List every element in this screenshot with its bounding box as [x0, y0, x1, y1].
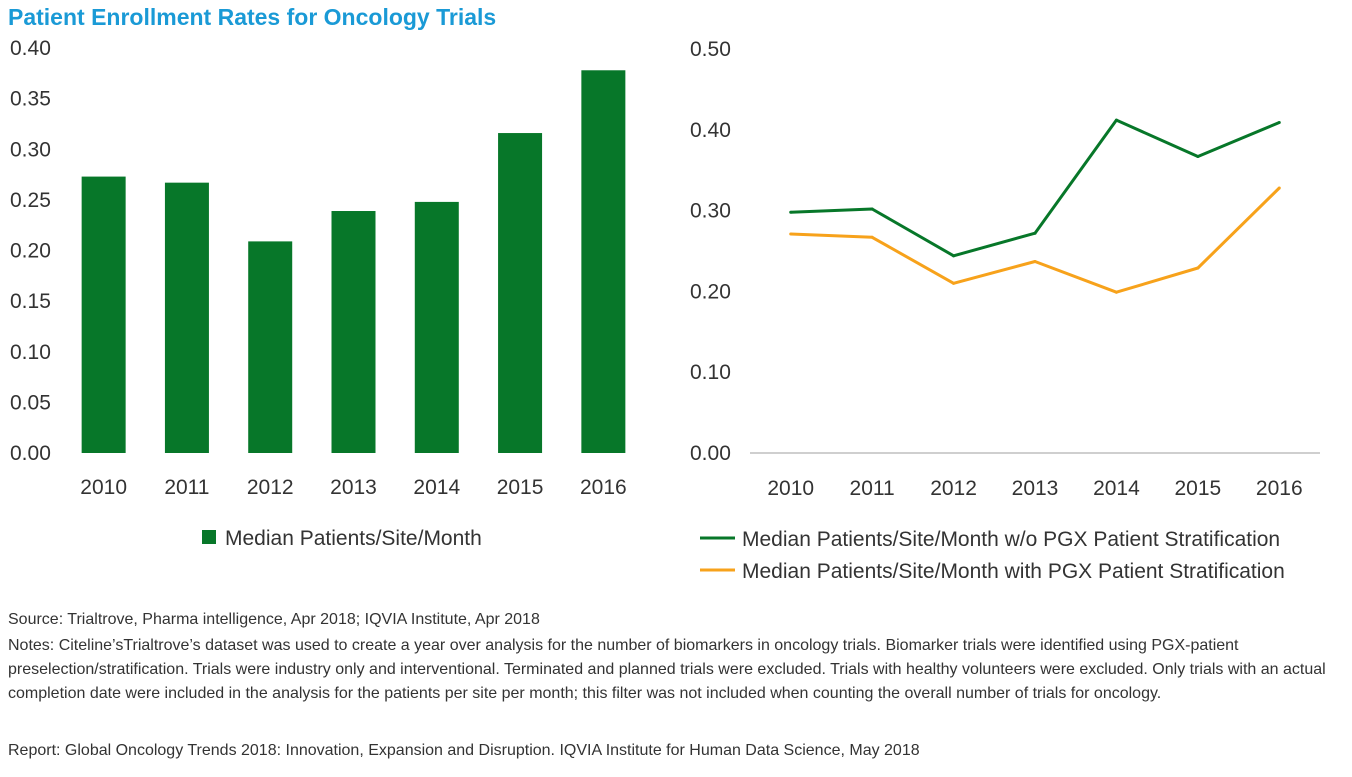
x-tick-label: 2016: [1256, 477, 1303, 500]
data-point: [1277, 121, 1281, 125]
x-tick-label: 2013: [330, 476, 377, 499]
x-tick-label: 2015: [497, 476, 544, 499]
bar: [414, 201, 459, 453]
data-point: [1033, 231, 1037, 235]
bar: [164, 182, 209, 453]
notes-text: Notes: Citeline’sTrialtrove’s dataset wa…: [8, 637, 1326, 702]
report-note: Report: Global Oncology Trends 2018: Inn…: [8, 742, 920, 759]
legend-label: Median Patients/Site/Month: [225, 527, 482, 550]
bar-chart: 0.00 0.05 0.10 0.15 0.20 0.25 0.30 0.35 0.40 2010…: [10, 37, 627, 550]
x-tick-label: 2016: [580, 476, 627, 499]
series-line: [790, 186, 1281, 294]
y-tick-label: 0.20: [10, 240, 51, 263]
x-tick-label: 2010: [80, 476, 127, 499]
bar: [331, 211, 376, 453]
x-tick-label: 2012: [930, 477, 977, 500]
bar: [581, 70, 626, 454]
x-tick-label: 2014: [1093, 477, 1140, 500]
y-tick-label: 0.15: [10, 290, 51, 313]
data-point: [1196, 154, 1200, 158]
bar: [248, 241, 293, 453]
y-tick-label: 0.10: [690, 361, 731, 384]
x-tick-label: 2013: [1012, 477, 1059, 500]
data-point: [870, 207, 874, 211]
legend-swatch: [202, 530, 216, 544]
data-point: [1196, 266, 1200, 270]
y-tick-label: 0.00: [10, 442, 51, 465]
x-tick-label: 2011: [164, 476, 209, 499]
y-tick-label: 0.40: [10, 37, 51, 60]
y-tick-label: 0.35: [10, 88, 51, 111]
data-point: [870, 235, 874, 239]
source-note: Source: Trialtrove, Pharma intelligence,…: [8, 611, 540, 628]
bar: [81, 176, 126, 453]
data-point: [789, 232, 793, 236]
y-tick-label: 0.10: [10, 341, 51, 364]
x-tick-label: 2011: [850, 477, 895, 500]
data-point: [1114, 290, 1118, 294]
data-point: [1277, 186, 1281, 190]
data-point: [1114, 118, 1118, 122]
charts-canvas: 0.00 0.05 0.10 0.15 0.20 0.25 0.30 0.35 0.40 2010…: [10, 37, 1320, 583]
y-tick-label: 0.50: [690, 38, 731, 61]
y-tick-label: 0.25: [10, 189, 51, 212]
x-tick-label: 2012: [247, 476, 294, 499]
line-chart: 0.00 0.10 0.20 0.30 0.40 0.50 2010 2011 2012 2013…: [690, 38, 1320, 583]
x-tick-label: 2015: [1174, 477, 1221, 500]
bar: [498, 133, 543, 454]
series-line: [790, 118, 1280, 258]
data-point: [1033, 260, 1037, 264]
x-tick-label: 2010: [767, 477, 814, 500]
data-point: [952, 254, 956, 258]
legend-label: Median Patients/Site/Month w/o PGX Patie…: [742, 528, 1280, 551]
y-tick-label: 0.30: [690, 200, 731, 223]
chart-title: Patient Enrollment Rates for Oncology Tr…: [8, 4, 497, 30]
y-tick-label: 0.40: [690, 119, 731, 142]
y-tick-label: 0.20: [690, 280, 731, 303]
data-point: [789, 210, 793, 214]
y-tick-label: 0.05: [10, 391, 51, 414]
data-point: [952, 281, 956, 285]
y-tick-label: 0.00: [690, 442, 731, 465]
x-tick-label: 2014: [413, 476, 460, 499]
legend-label: Median Patients/Site/Month with PGX Pati…: [742, 560, 1285, 583]
y-tick-label: 0.30: [10, 138, 51, 161]
